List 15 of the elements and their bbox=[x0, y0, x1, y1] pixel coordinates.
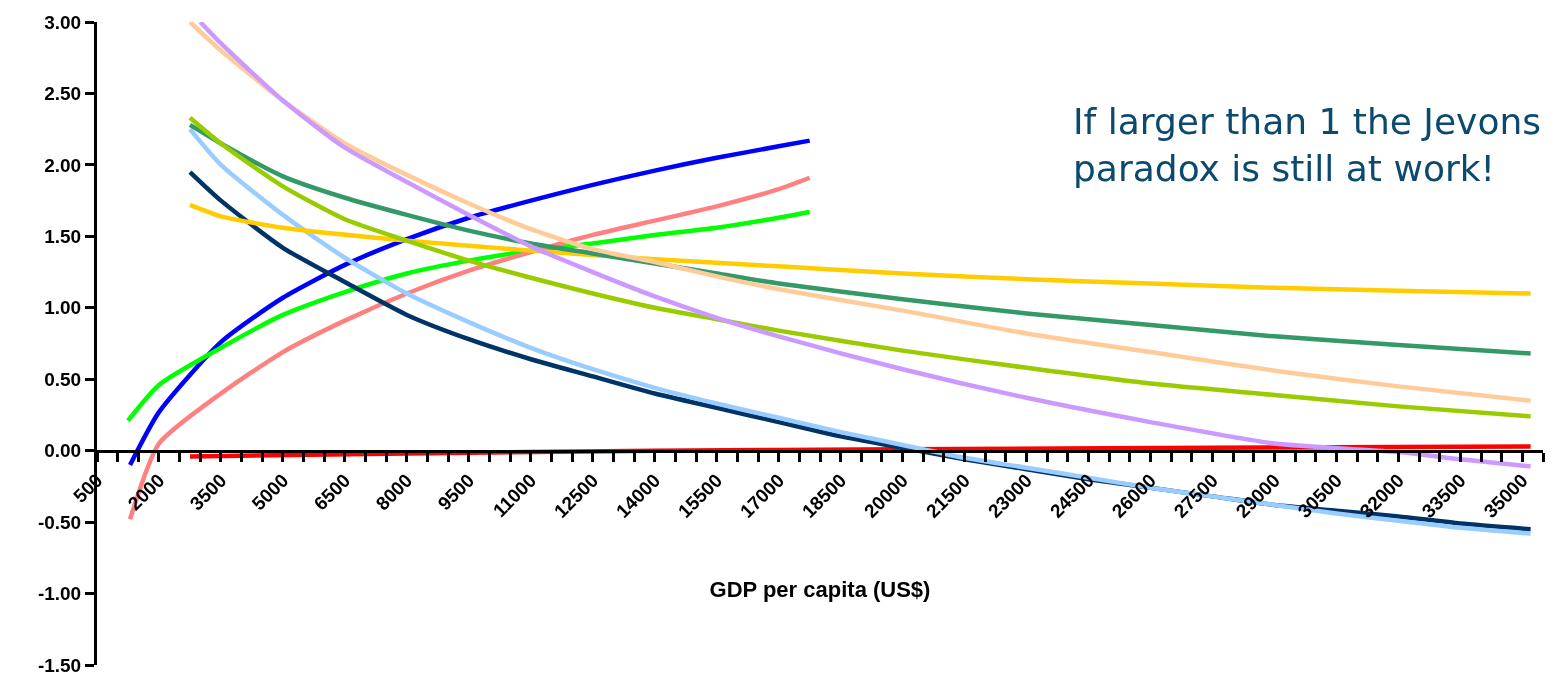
y-tick-label: 2.50 bbox=[44, 83, 82, 105]
y-tick-label: 1.50 bbox=[44, 225, 82, 247]
x-axis-title: GDP per capita (US$) bbox=[709, 576, 931, 602]
line-series bbox=[187, 202, 1533, 296]
y-tick-label: -0.50 bbox=[37, 511, 82, 533]
y-tick-label: 2.00 bbox=[44, 154, 82, 176]
annotation: If larger than 1 the Jevons paradox is still at work! bbox=[1073, 101, 1541, 189]
y-tick-label: 0.00 bbox=[44, 440, 82, 462]
y-tick-label: -1.50 bbox=[37, 654, 82, 676]
y-tick-label: -1.00 bbox=[37, 583, 82, 605]
y-tick-label: 3.00 bbox=[44, 11, 82, 33]
line-series bbox=[187, 444, 1533, 459]
y-tick-label: 0.50 bbox=[44, 368, 82, 390]
line-series bbox=[127, 138, 812, 468]
y-tick-label: 1.00 bbox=[44, 297, 82, 319]
